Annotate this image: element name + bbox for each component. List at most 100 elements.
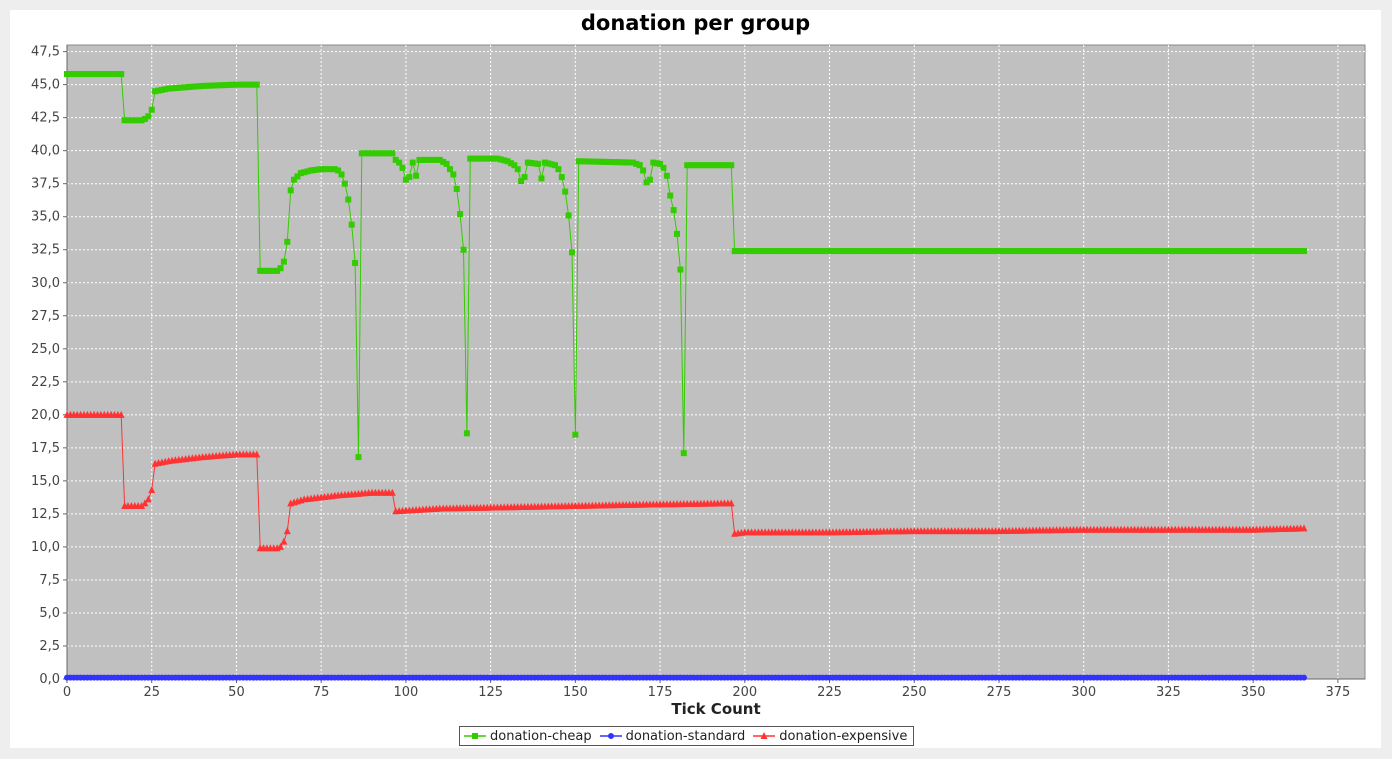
donation-cheap-point: [1128, 248, 1135, 255]
donation-expensive-point: [138, 501, 146, 509]
donation-cheap-point: [1101, 248, 1108, 255]
donation-cheap-point: [131, 117, 138, 124]
donation-cheap-point: [989, 248, 996, 255]
donation-cheap-point: [111, 71, 118, 78]
donation-cheap-point: [213, 82, 220, 89]
donation-cheap-point: [633, 160, 640, 167]
x-tick-label: 275: [987, 685, 1012, 700]
line-chart: 0,0 2,5 5,0 7,5 10,0 12,5 15,0 17,5 20,0 22,5 25,0…: [31, 44, 1366, 715]
donation-expensive-point: [727, 499, 735, 507]
donation-cheap-point: [968, 248, 975, 255]
donation-cheap-point: [308, 167, 315, 174]
donation-cheap-point: [219, 82, 226, 89]
donation-cheap-point: [497, 156, 504, 163]
donation-cheap-point: [897, 248, 904, 255]
y-tick-label: 45,0: [31, 78, 60, 93]
donation-cheap-point: [1300, 248, 1307, 255]
donation-expensive-point: [283, 527, 291, 535]
donation-cheap-point: [894, 248, 901, 255]
donation-cheap-point: [518, 178, 525, 185]
donation-cheap-point: [945, 248, 952, 255]
donation-cheap-point: [877, 248, 884, 255]
donation-cheap-point: [1084, 248, 1091, 255]
donation-cheap-point: [1023, 248, 1030, 255]
donation-cheap-point: [209, 82, 216, 89]
donation-cheap-point: [731, 248, 738, 255]
donation-cheap-point: [785, 248, 792, 255]
y-tick-label: 40,0: [31, 144, 60, 159]
x-tick-label: 125: [478, 685, 503, 700]
donation-cheap-point: [779, 248, 786, 255]
donation-cheap-point: [789, 248, 796, 255]
legend-label: donation-cheap: [490, 728, 592, 744]
donation-cheap-point: [314, 166, 321, 173]
x-tick-label: 225: [817, 685, 842, 700]
donation-cheap-point: [812, 248, 819, 255]
donation-cheap-point: [199, 82, 206, 89]
donation-cheap-point: [1263, 248, 1270, 255]
donation-cheap-point: [755, 248, 762, 255]
donation-cheap-point: [192, 83, 199, 90]
donation-cheap-point: [1131, 248, 1138, 255]
donation-cheap-point: [321, 166, 328, 173]
donation-cheap-point: [921, 248, 928, 255]
donation-cheap-point: [555, 166, 562, 173]
x-tick-label: 350: [1241, 685, 1266, 700]
donation-cheap-point: [887, 248, 894, 255]
donation-cheap-point: [392, 156, 399, 163]
donation-cheap-point: [64, 71, 70, 78]
donation-cheap-point: [579, 158, 586, 165]
donation-cheap-point: [430, 156, 437, 163]
donation-cheap-point: [1077, 248, 1084, 255]
donation-cheap-point: [80, 71, 87, 78]
x-tick-label: 100: [393, 685, 418, 700]
legend-item-donation-standard: donation-standard: [599, 728, 746, 744]
donation-cheap-point: [108, 71, 115, 78]
donation-cheap-point: [263, 267, 270, 274]
y-tick-label: 0,0: [39, 672, 60, 687]
donation-cheap-point: [1094, 248, 1101, 255]
donation-cheap-point: [1273, 248, 1280, 255]
x-tick-label: 375: [1325, 685, 1350, 700]
donation-cheap-point: [833, 248, 840, 255]
donation-cheap-point: [206, 82, 213, 89]
donation-cheap-point: [1029, 248, 1036, 255]
donation-cheap-point: [677, 266, 684, 273]
donation-cheap-point: [375, 150, 382, 157]
y-tick-label: 47,5: [31, 45, 60, 60]
donation-cheap-point: [951, 248, 958, 255]
donation-cheap-point: [87, 71, 94, 78]
donation-cheap-point: [450, 171, 457, 178]
donation-cheap-point: [125, 117, 132, 124]
donation-cheap-point: [962, 248, 969, 255]
donation-cheap-point: [1239, 248, 1246, 255]
donation-cheap-point: [413, 172, 420, 179]
donation-cheap-point: [670, 207, 677, 214]
donation-cheap-point: [1121, 248, 1128, 255]
donation-cheap-point: [389, 150, 396, 157]
donation-cheap-point: [901, 248, 908, 255]
donation-cheap-point: [1158, 248, 1165, 255]
donation-cheap-point: [1002, 248, 1009, 255]
donation-cheap-point: [880, 248, 887, 255]
donation-cheap-point: [850, 248, 857, 255]
donation-cheap-point: [501, 157, 508, 164]
donation-cheap-point: [141, 115, 148, 122]
x-tick-label: 25: [143, 685, 160, 700]
donation-cheap-point: [1165, 248, 1172, 255]
legend-label: donation-standard: [625, 728, 746, 744]
donation-cheap-point: [1277, 248, 1284, 255]
donation-cheap-point: [1090, 248, 1097, 255]
donation-cheap-point: [1192, 248, 1199, 255]
donation-cheap-point: [589, 158, 596, 165]
donation-cheap-point: [1209, 248, 1216, 255]
donation-cheap-point: [1178, 248, 1185, 255]
donation-cheap-point: [707, 162, 714, 169]
donation-expensive-point: [388, 488, 396, 496]
donation-cheap-point: [385, 150, 392, 157]
donation-cheap-point: [70, 71, 77, 78]
y-tick-label: 15,0: [31, 474, 60, 489]
x-tick-label: 0: [63, 685, 71, 700]
donation-cheap-point: [958, 248, 965, 255]
donation-cheap-point: [1195, 248, 1202, 255]
